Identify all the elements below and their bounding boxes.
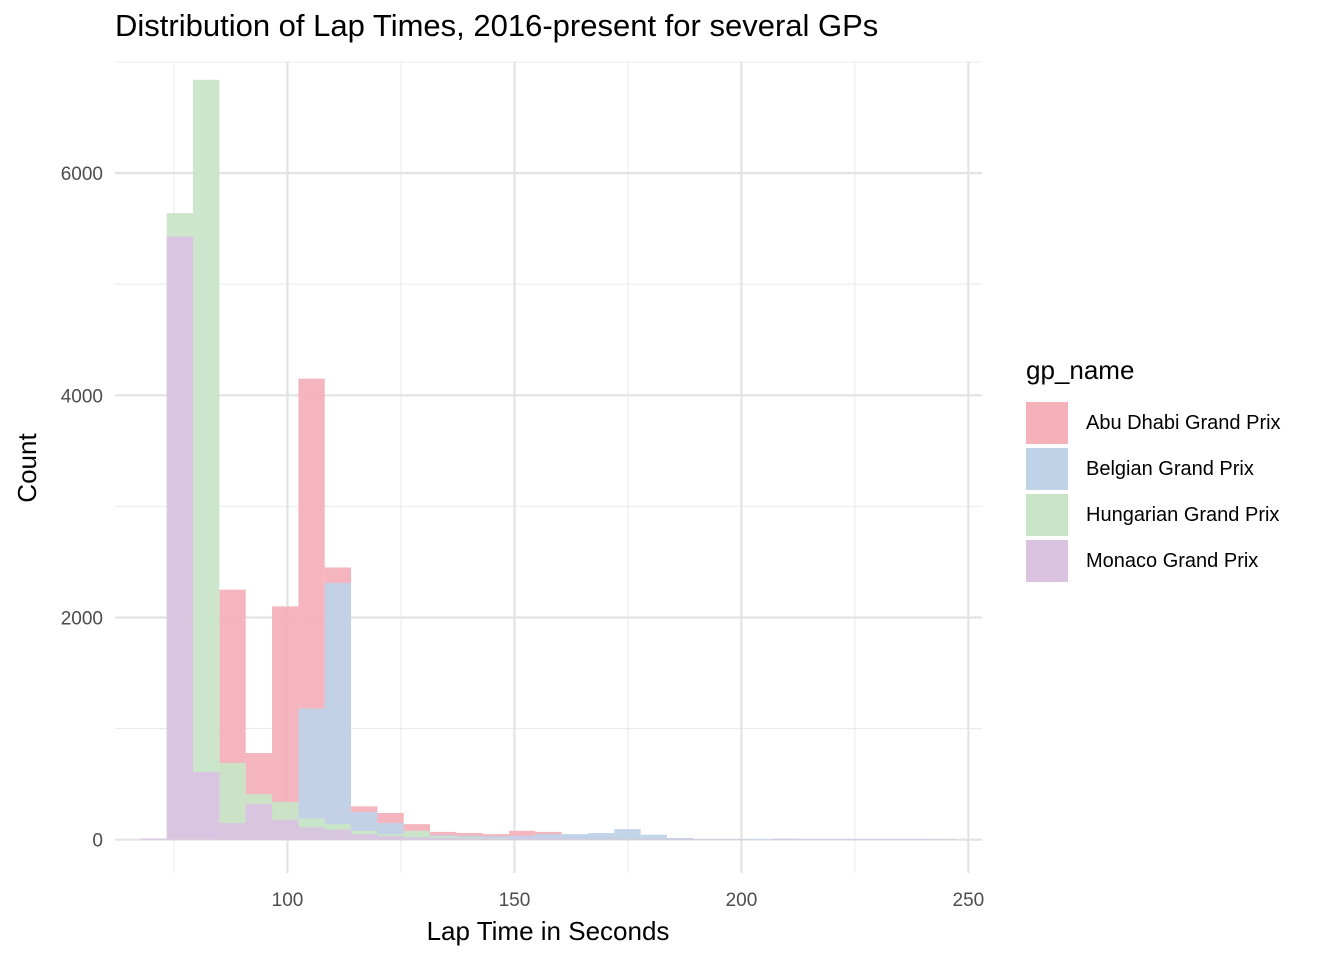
bar [693,839,720,840]
grid-major [115,62,982,873]
bar [587,839,615,840]
bar [561,839,588,840]
bar [324,829,352,840]
bar [719,839,746,840]
legend-label: Monaco Grand Prix [1086,549,1259,572]
legend-label: Abu Dhabi Grand Prix [1086,411,1281,434]
y-tick-label: 4000 [61,386,103,407]
bar [324,583,352,840]
bar [851,839,878,840]
bar [666,839,694,840]
x-tick-label: 150 [499,890,531,911]
bar [640,839,667,840]
bar [403,837,431,840]
grid-minor [115,61,982,873]
bar [561,834,588,840]
legend-item: Belgian Grand Prix [1026,446,1281,492]
legend-item: Hungarian Grand Prix [1026,492,1281,538]
y-axis-ticks: 0 2000 4000 6000 [61,164,103,852]
bar [824,839,852,840]
legend-key [1026,448,1068,490]
bar [166,236,194,840]
bar [535,838,562,840]
bar [772,839,799,840]
legend-key [1026,402,1068,444]
bar [456,838,483,840]
legend-title: gp_name [1026,355,1135,385]
legend-label: Belgian Grand Prix [1086,457,1254,480]
bar [587,833,615,840]
chart-title: Distribution of Lap Times, 2016-present … [115,8,879,43]
legend-key [1026,540,1068,582]
legend-label: Hungarian Grand Prix [1086,503,1280,526]
x-tick-label: 100 [272,890,304,911]
bar [193,771,220,840]
bar [509,838,536,840]
series-3 [140,236,957,840]
bar [798,839,825,840]
histogram-bars [140,79,957,840]
bar [298,708,325,840]
bar [219,823,246,840]
bar [535,834,562,840]
bar [509,830,536,840]
x-tick-label: 250 [953,890,985,911]
bar [903,839,931,840]
series-1 [298,583,931,840]
bar [614,839,641,840]
bar [193,79,220,840]
bar [245,804,273,840]
bar [272,819,299,840]
bar [877,839,904,840]
bar [298,827,325,840]
x-tick-label: 200 [726,890,758,911]
bar [430,838,457,840]
x-axis-title: Lap Time in Seconds [427,916,670,946]
legend-key [1026,494,1068,536]
legend: gp_name Abu Dhabi Grand Prix Belgian Gran… [1026,355,1281,584]
y-axis-title: Count [12,433,42,503]
bar [614,829,641,840]
x-axis-ticks: 100 150 200 250 [272,890,985,911]
bar [351,834,378,840]
legend-item: Abu Dhabi Grand Prix [1026,400,1281,446]
legend-item: Monaco Grand Prix [1026,538,1281,584]
bar [745,839,773,840]
bar [930,839,957,840]
y-tick-label: 2000 [61,608,103,629]
legend-items: Abu Dhabi Grand Prix Belgian Grand Prix Hu… [1026,400,1281,584]
bar [272,606,299,840]
bar [377,836,404,840]
bar [482,838,510,840]
bar [140,838,167,840]
bar [509,835,536,840]
bar [640,834,667,840]
y-tick-label: 0 [92,831,103,852]
bar [666,838,694,840]
bar [403,830,431,840]
y-tick-label: 6000 [61,164,103,185]
